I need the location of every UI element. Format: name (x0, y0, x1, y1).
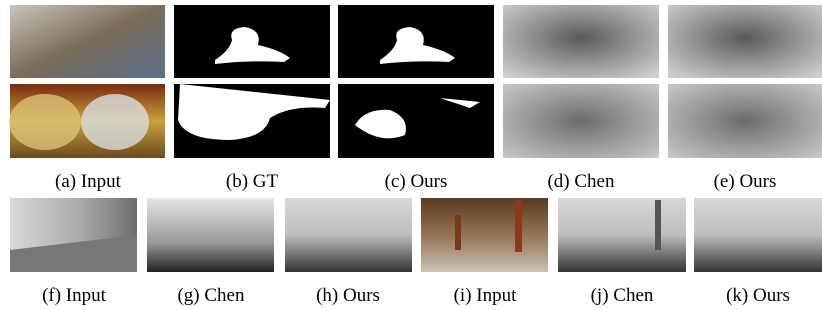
image (503, 5, 659, 78)
image (668, 5, 822, 78)
image (285, 198, 412, 272)
top-captions: (a) Input (b) GT (c) Ours (d) Chen (e) O… (55, 171, 776, 192)
bottom-images (10, 198, 822, 272)
caption: (i) Input (454, 285, 518, 306)
caption: (b) GT (226, 171, 279, 192)
figure: (a) Input (b) GT (c) Ours (d) Chen (e) O… (0, 0, 822, 310)
image (668, 84, 822, 158)
caption: (a) Input (55, 171, 122, 192)
bottom-captions: (f) Input (g) Chen (h) Ours (i) Input (j… (42, 285, 790, 306)
image (503, 84, 659, 158)
caption: (g) Chen (177, 285, 245, 306)
caption: (k) Ours (726, 285, 790, 306)
caption: (h) Ours (316, 285, 380, 306)
caption: (d) Chen (547, 171, 615, 192)
caption: (e) Ours (714, 171, 777, 192)
image (694, 198, 822, 272)
caption: (c) Ours (385, 171, 448, 192)
image (10, 5, 165, 78)
caption: (f) Input (42, 285, 107, 306)
image (421, 198, 548, 272)
top-images (9, 5, 822, 158)
caption: (j) Chen (591, 285, 654, 306)
image (147, 198, 274, 272)
image (558, 198, 686, 272)
